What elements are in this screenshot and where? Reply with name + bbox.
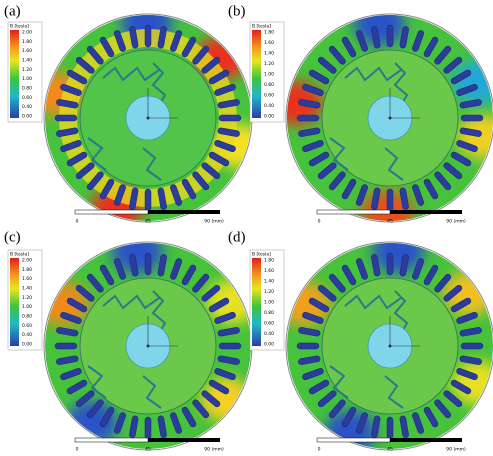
legend-tick: 0.80 <box>264 82 274 88</box>
legend-tick: 1.80 <box>22 39 32 45</box>
legend-tick: 0.40 <box>264 103 274 109</box>
scale-black <box>390 438 462 442</box>
legend-bar <box>252 30 261 118</box>
center <box>389 117 392 120</box>
legend-tick: 1.20 <box>264 61 274 67</box>
legend-tick: 1.40 <box>22 58 32 64</box>
legend-tick: 0.00 <box>22 114 32 120</box>
slot <box>461 115 483 121</box>
slot <box>297 343 319 349</box>
legend-tick: 0.60 <box>264 93 274 99</box>
scale-black <box>148 210 220 214</box>
legend-title: B [tesla] <box>252 24 271 30</box>
legend-tick: 2.00 <box>22 30 32 36</box>
slot <box>387 417 393 439</box>
legend-tick: 0.80 <box>22 86 32 92</box>
legend-tick: 1.80 <box>264 30 274 36</box>
scale-label: 90 (mm) <box>446 219 466 225</box>
legend-tick: 0.00 <box>264 114 274 120</box>
scale-label: 0 <box>76 219 79 225</box>
legend-title: B [tesla] <box>10 24 29 30</box>
legend-bar <box>252 258 261 346</box>
legend-tick: 1.00 <box>22 76 32 82</box>
scale-black <box>148 438 220 442</box>
panel: (c) B [tesla]2.00 1.80 1.60 1.40 1.20 1.00 0.80… <box>4 229 258 452</box>
scale-label: 90 (mm) <box>204 447 224 453</box>
scale-label: 90 (mm) <box>204 219 224 225</box>
legend-tick: 1.20 <box>22 295 32 301</box>
legend-tick: 1.60 <box>22 276 32 282</box>
legend-tick: 0.80 <box>264 310 274 316</box>
legend-tick: 1.00 <box>22 304 32 310</box>
slot <box>387 189 393 211</box>
legend-tick: 1.20 <box>22 67 32 73</box>
scale-label: 45 <box>387 447 393 453</box>
scale-label: 0 <box>76 447 79 453</box>
legend-title: B [tesla] <box>10 252 29 258</box>
scale-label: 0 <box>318 219 321 225</box>
legend-tick: 1.60 <box>264 40 274 46</box>
scale-white <box>317 438 390 442</box>
legend-tick: 1.60 <box>264 268 274 274</box>
scale-black <box>390 210 462 214</box>
slot <box>145 253 151 275</box>
legend-tick: 0.40 <box>22 104 32 110</box>
legend-tick: 0.40 <box>264 331 274 337</box>
legend-tick: 0.40 <box>22 332 32 338</box>
center <box>389 345 392 348</box>
scale-white <box>75 438 148 442</box>
scale-label: 0 <box>318 447 321 453</box>
center <box>147 117 150 120</box>
scale-white <box>75 210 148 214</box>
legend-tick: 1.40 <box>22 286 32 292</box>
legend-tick: 0.60 <box>264 321 274 327</box>
panel-label: (d) <box>228 229 246 245</box>
legend-tick: 0.00 <box>22 342 32 348</box>
legend-tick: 1.00 <box>264 300 274 306</box>
legend-tick: 0.80 <box>22 314 32 320</box>
legend-bar <box>10 30 19 118</box>
figure: (a)B [tesla]2.001.801.601.401.201.000.80… <box>0 0 493 456</box>
scale-label: 90 (mm) <box>446 447 466 453</box>
legend-tick: 0.60 <box>22 323 32 329</box>
scale-label: 45 <box>145 219 151 225</box>
slot <box>145 189 151 211</box>
legend-tick: 0.60 <box>22 95 32 101</box>
slot <box>461 343 483 349</box>
slot <box>219 343 241 349</box>
slot <box>145 25 151 47</box>
legend-bar <box>10 258 19 346</box>
legend-title: B [tesla] <box>252 252 271 258</box>
scale-white <box>317 210 390 214</box>
slot <box>219 115 241 121</box>
legend-tick: 1.40 <box>264 51 274 57</box>
legend-tick: 0.00 <box>264 342 274 348</box>
slot <box>55 115 77 121</box>
slot <box>387 253 393 275</box>
scale-label: 45 <box>387 219 393 225</box>
panel: (a) B [tesla]2.00 1.80 1.60 1.40 1.20 1.00 0.80… <box>4 1 265 230</box>
slot <box>145 417 151 439</box>
legend-tick: 1.20 <box>264 289 274 295</box>
slot <box>387 25 393 47</box>
legend-tick: 1.80 <box>22 267 32 273</box>
legend-tick: 1.80 <box>264 258 274 264</box>
panel-label: (c) <box>4 229 21 245</box>
legend-tick: 2.00 <box>22 258 32 264</box>
panel: (d) B [tesla]1.80 1.60 1.40 1.20 1.00 0.80 0.60… <box>228 229 493 454</box>
legend-tick: 1.40 <box>264 279 274 285</box>
legend-tick: 1.00 <box>264 72 274 78</box>
slot <box>55 343 77 349</box>
panel: (b) B [tesla]1.80 1.60 1.40 1.20 1.00 0.80 0.60… <box>228 2 493 235</box>
panel-label: (b) <box>228 3 246 19</box>
panel-label: (a) <box>4 3 21 19</box>
legend-tick: 1.60 <box>22 48 32 54</box>
slot <box>297 115 319 121</box>
scale-label: 45 <box>145 447 151 453</box>
center <box>147 345 150 348</box>
